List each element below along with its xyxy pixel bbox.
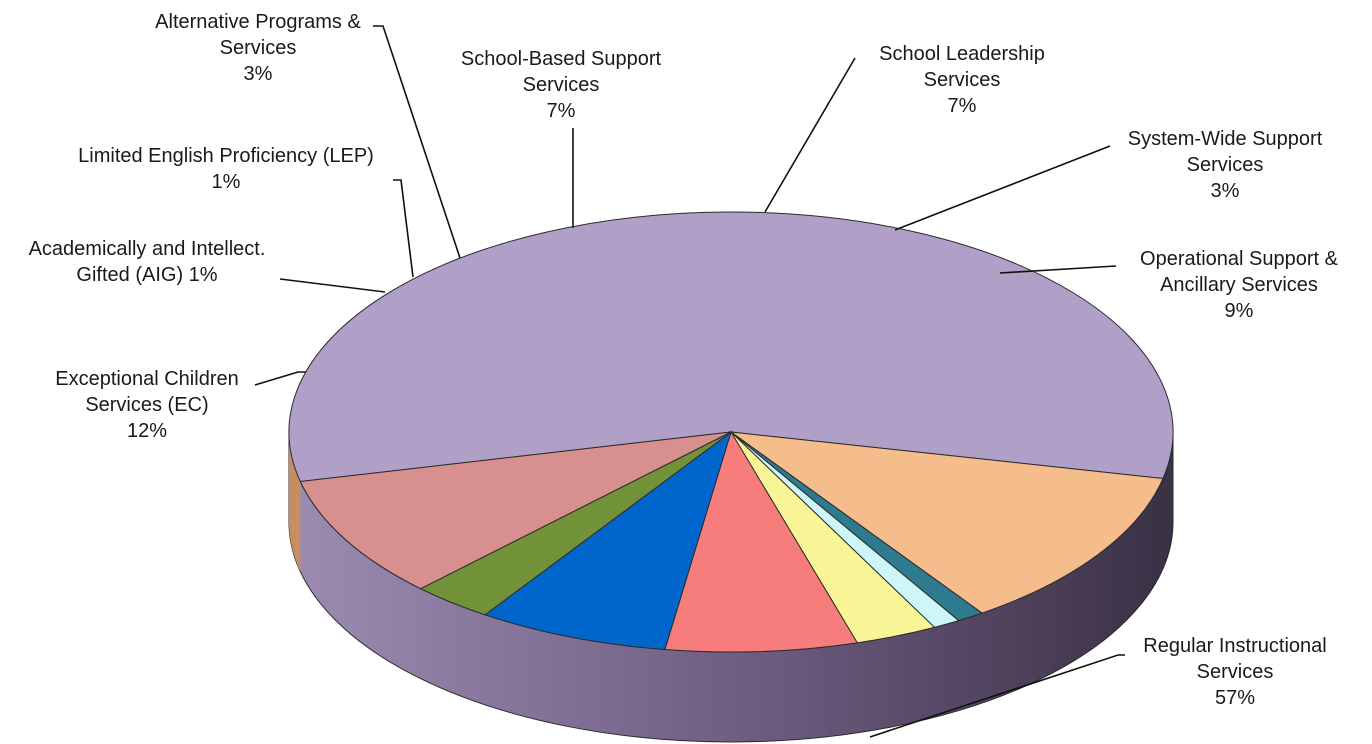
slice-label-0: Regular Instructional Services 57% [1143,635,1326,709]
leader-line-4 [373,25,461,259]
slice-label-line: School-Based Support [461,48,662,70]
leader-line-6 [764,57,856,213]
slice-label-line: Services [924,69,1001,91]
slice-label-7: System-Wide Support Services 3% [1128,128,1323,202]
slice-label-line: Services [523,74,600,96]
slice-label-line: Exceptional Children [55,368,238,390]
leader-line-1 [254,371,306,386]
slice-label-line: Services (EC) [85,394,208,416]
slice-label-5: School-Based Support Services 7% [461,48,662,122]
slice-label-line: Limited English Proficiency (LEP) [78,145,374,167]
slice-label-line: Services [1187,154,1264,176]
leader-line-3 [393,179,414,278]
slice-label-line: System-Wide Support [1128,128,1323,150]
pie-layer [288,211,1174,743]
slice-label-line: Services [1197,661,1274,683]
slice-percent: 1% [212,171,241,193]
slice-labels: Regular Instructional Services 57% Exceptio… [29,11,1339,709]
pie-slice-8 [299,431,732,590]
slice-label-line: Gifted (AIG) 1% [76,264,217,286]
slice-label-3: Limited English Proficiency (LEP) 1% [78,145,374,193]
pie-slice-6 [484,430,732,651]
slice-label-8: Operational Support & Ancillary Services 9… [1140,248,1339,322]
slice-label-2: Academically and Intellect. Gifted (AIG) … [29,238,266,286]
leader-line-0 [869,654,1125,738]
slice-percent: 7% [948,95,977,117]
slice-label-line: Operational Support & [1140,248,1339,270]
slice-label-line: Alternative Programs & [155,11,361,33]
pie-slice-0 [288,211,1174,483]
slice-percent: 9% [1225,300,1254,322]
leader-lines [254,25,1125,738]
slice-percent: 3% [244,63,273,85]
slice-percent: 3% [1211,180,1240,202]
slice-label-line: Regular Instructional [1143,635,1326,657]
slice-label-line: Services [220,37,297,59]
slice-label-line: Academically and Intellect. [29,238,266,260]
slice-label-line: Ancillary Services [1160,274,1318,296]
leader-line-2 [279,278,386,293]
pie-slice-5 [664,430,859,653]
leader-line-8 [999,265,1117,274]
slice-label-line: School Leadership [879,43,1045,65]
pie-side-wall-ec [289,432,301,572]
pie-slice-1 [729,431,1164,614]
slice-percent: 7% [547,100,576,122]
slice-label-6: School Leadership Services 7% [879,43,1045,117]
slice-label-4: Alternative Programs & Services 3% [155,11,361,85]
slice-label-1: Exceptional Children Services (EC) 12% [55,368,238,442]
leader-line-7 [894,145,1111,231]
slice-percent: 57% [1215,687,1255,709]
slice-percent: 12% [127,420,167,442]
